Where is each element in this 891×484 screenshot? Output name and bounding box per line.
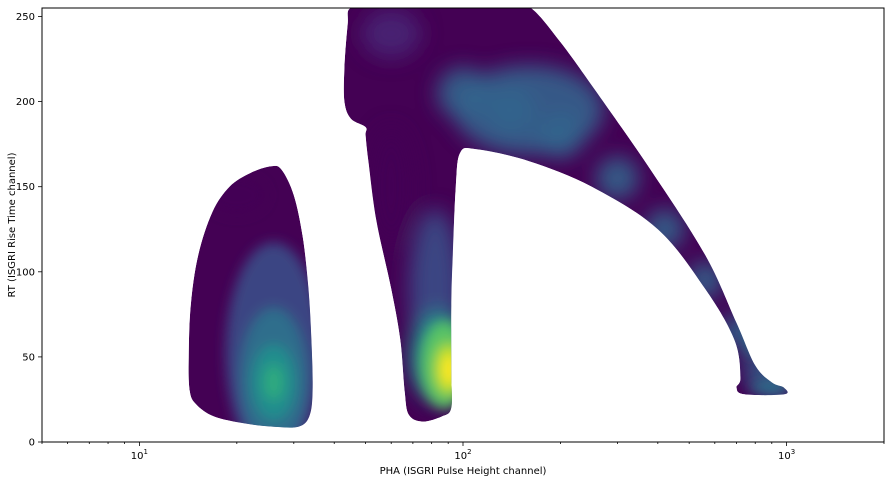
x-axis: 101 102 103 [41,442,885,462]
x-axis-label: PHA (ISGRI Pulse Height channel) [380,466,547,477]
y-tick-label: 200 [16,97,35,108]
y-axis: 0 50 100 150 200 250 [16,12,42,449]
y-tick-label: 50 [22,352,35,363]
y-tick-label: 150 [16,182,35,193]
y-tick-label: 100 [16,267,35,278]
x-tick-label: 103 [778,448,795,462]
x-tick-label: 101 [131,448,148,462]
y-tick-label: 250 [16,12,35,23]
y-tick-label: 0 [29,438,35,449]
plot-area [188,8,788,428]
y-axis-label: RT (ISGRI Rise Time channel) [7,152,18,297]
x-tick-label: 102 [454,448,471,462]
low-energy-lobe [188,165,313,428]
main-branch [343,8,788,422]
